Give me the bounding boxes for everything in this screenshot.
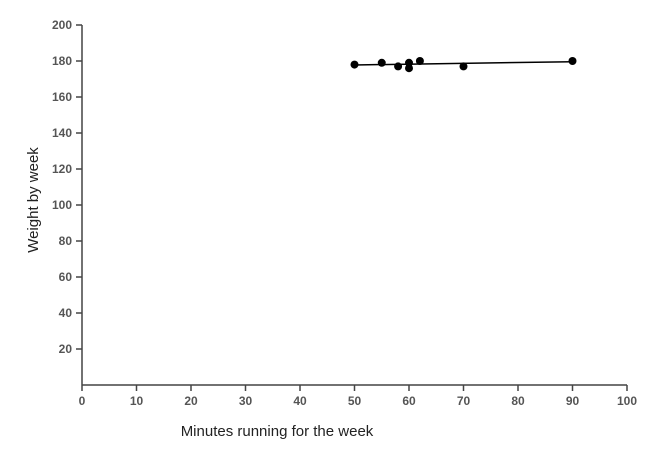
y-tick-label: 40 <box>59 306 73 320</box>
y-tick-label: 60 <box>59 270 73 284</box>
x-tick-label: 100 <box>617 394 637 408</box>
data-point <box>350 60 359 69</box>
data-point <box>377 58 386 67</box>
y-tick-label: 160 <box>52 90 72 104</box>
data-points <box>350 57 577 73</box>
data-point <box>459 62 468 71</box>
y-tick-label: 140 <box>52 126 72 140</box>
y-axis-ticks: 20 40 60 80 100 120 140 160 180 200 <box>52 18 82 356</box>
data-point <box>415 57 424 65</box>
x-tick-label: 40 <box>293 394 307 408</box>
y-tick-label: 100 <box>52 198 72 212</box>
x-tick-label: 90 <box>566 394 580 408</box>
axes <box>81 25 627 386</box>
y-tick-label: 20 <box>59 342 73 356</box>
x-axis-ticks: 0 10 20 30 40 50 60 70 80 90 100 <box>79 385 637 408</box>
x-tick-label: 80 <box>511 394 525 408</box>
x-tick-label: 10 <box>130 394 144 408</box>
y-tick-label: 180 <box>52 54 72 68</box>
x-tick-label: 60 <box>402 394 416 408</box>
x-tick-label: 20 <box>184 394 198 408</box>
y-axis-label: Weight by week <box>25 147 42 253</box>
y-tick-label: 200 <box>52 18 72 32</box>
data-point <box>405 64 413 73</box>
x-tick-label: 30 <box>239 394 253 408</box>
x-tick-label: 50 <box>348 394 362 408</box>
data-point <box>568 57 577 65</box>
x-axis-label: Minutes running for the week <box>181 423 374 440</box>
data-point <box>394 62 403 71</box>
y-tick-label: 120 <box>52 162 72 176</box>
x-tick-label: 0 <box>79 394 86 408</box>
y-tick-label: 80 <box>59 234 73 248</box>
x-tick-label: 70 <box>457 394 471 408</box>
